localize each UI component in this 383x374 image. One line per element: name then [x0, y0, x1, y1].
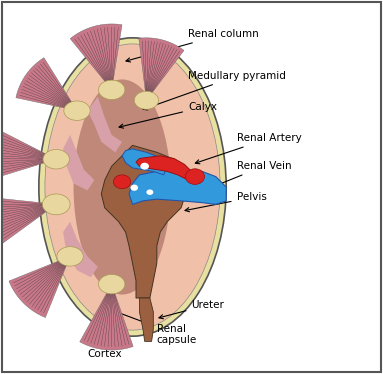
Text: Renal Artery: Renal Artery: [195, 134, 301, 164]
Polygon shape: [129, 170, 226, 204]
Text: Renal
capsule: Renal capsule: [101, 306, 197, 345]
Text: Renal column: Renal column: [126, 29, 259, 62]
Ellipse shape: [98, 80, 125, 99]
Ellipse shape: [140, 163, 149, 170]
Ellipse shape: [43, 150, 69, 169]
Ellipse shape: [134, 91, 159, 109]
Ellipse shape: [185, 169, 205, 184]
Ellipse shape: [74, 79, 171, 295]
Ellipse shape: [146, 189, 153, 195]
Ellipse shape: [113, 175, 131, 189]
Polygon shape: [139, 298, 153, 341]
Text: Ureter: Ureter: [159, 300, 224, 319]
Polygon shape: [9, 257, 70, 318]
Ellipse shape: [39, 38, 226, 336]
Ellipse shape: [131, 185, 138, 191]
Text: Calyx: Calyx: [119, 102, 217, 128]
Polygon shape: [122, 149, 167, 175]
Ellipse shape: [64, 101, 90, 120]
Ellipse shape: [57, 247, 83, 266]
Text: Pelvis: Pelvis: [185, 192, 267, 212]
Polygon shape: [87, 97, 122, 152]
Polygon shape: [63, 135, 94, 190]
Polygon shape: [70, 24, 122, 90]
Polygon shape: [101, 145, 188, 298]
Polygon shape: [139, 38, 184, 100]
Ellipse shape: [45, 44, 220, 330]
Polygon shape: [0, 197, 56, 243]
Polygon shape: [16, 58, 77, 111]
Polygon shape: [0, 129, 56, 178]
Ellipse shape: [98, 275, 125, 294]
Polygon shape: [63, 222, 98, 277]
Text: Cortex: Cortex: [87, 323, 122, 359]
Text: Medullary pyramid: Medullary pyramid: [143, 71, 286, 110]
Text: Renal Vein: Renal Vein: [216, 161, 291, 186]
Polygon shape: [136, 156, 192, 180]
Polygon shape: [80, 284, 133, 350]
Ellipse shape: [43, 194, 70, 215]
